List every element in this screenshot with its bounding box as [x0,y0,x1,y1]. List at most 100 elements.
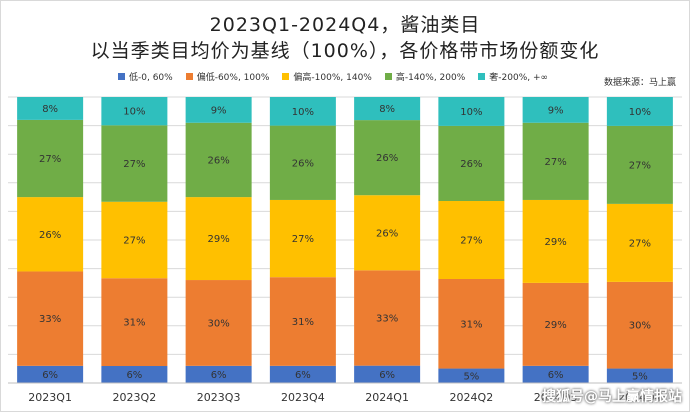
legend-item-luxury: 奢-200%, +∞ [478,70,548,83]
legend-label: 低-0, 60% [129,73,173,83]
data-label: 27% [629,160,651,171]
data-label: 27% [460,236,482,247]
data-label: 27% [545,157,567,168]
data-label: 27% [123,159,145,170]
x-tick-label: 2023Q3 [197,391,241,404]
bar-segment [522,122,589,200]
bar-segment [606,368,673,383]
legend-swatch [282,73,290,80]
bar-segment [438,97,505,126]
bar-segment [354,97,421,121]
data-label: 6% [548,370,564,381]
bar-segment [101,125,168,202]
data-label: 9% [548,105,564,116]
bar-segment [101,366,168,383]
bar-segment [269,125,336,200]
bar-segment [269,277,336,366]
legend-swatch [478,73,486,80]
bar-segment [522,282,589,366]
data-label: 26% [376,153,398,164]
legend-item-mid-high: 偏高-100%, 140% [282,70,372,83]
legend-swatch [384,73,392,80]
data-label: 26% [208,155,230,166]
data-label: 33% [376,314,398,325]
legend-swatch [185,73,193,80]
data-label: 6% [379,370,395,381]
data-label: 10% [629,107,651,118]
data-label: 30% [629,321,651,332]
bar-segment [269,365,336,383]
bar-segment [438,368,505,383]
bar-segment [522,365,589,383]
legend-item-high: 高-140%, 200% [384,70,466,83]
data-label: 10% [292,107,314,118]
bar-segment [606,281,673,369]
data-label: 5% [463,371,479,382]
bar-segment [185,365,252,383]
bar-segment [606,125,673,204]
legend-label: 高-140%, 200% [395,73,466,83]
data-label: 8% [379,104,395,115]
legend-label: 奢-200%, +∞ [489,73,549,83]
bar-segment [606,97,673,126]
data-label: 6% [211,370,227,381]
bar-segment [17,197,84,272]
data-label: 6% [295,370,311,381]
data-label: 33% [39,314,61,325]
x-tick-label: 2023Q1 [28,391,72,404]
bar-segment [438,125,505,201]
chart-subtitle: 以当季类目均价为基线（100%），各价格带市场份额变化 [90,40,600,62]
bar-segment [17,365,84,383]
x-tick-label: 2024Q2 [450,391,494,404]
data-label: 8% [42,104,58,115]
data-label: 31% [460,319,482,330]
bar-segment [185,280,252,366]
data-label: 26% [460,159,482,170]
chart-legend: 低-0, 60% 偏低-60%, 100% 偏高-100%, 140% 高-14… [118,70,548,83]
bar-segment [101,278,168,367]
bar-segment [185,97,252,123]
legend-label: 偏低-60%, 100% [196,73,270,83]
x-tick-label: 2023Q2 [113,391,157,404]
legend-item-low: 低-0, 60% [118,70,173,83]
legend-item-mid-low: 偏低-60%, 100% [185,70,270,83]
bar-segment [354,365,421,383]
data-label: 30% [208,318,230,329]
bar-segment [185,197,252,281]
data-label: 26% [292,158,314,169]
bar-segment [354,195,421,271]
data-label: 26% [39,230,61,241]
bar-segment [101,201,168,279]
watermark: 搜狐号@马上赢情报站 [542,389,682,405]
data-label: 5% [632,371,648,382]
bar-segment [17,119,84,198]
bar-segment [438,201,505,279]
x-tick-label: 2024Q1 [365,391,409,404]
data-label: 29% [545,320,567,331]
data-label: 6% [126,370,142,381]
data-label: 10% [123,107,145,118]
bar-segment [354,120,421,196]
data-label: 6% [42,370,58,381]
bar-segment [354,270,421,366]
bar-segment [101,97,168,126]
data-label: 27% [123,236,145,247]
x-tick-label: 2024Q4 [618,391,662,404]
data-label: 29% [208,234,230,245]
chart-title: 2023Q1-2024Q4，酱油类目 [209,14,481,36]
data-label: 31% [292,317,314,328]
legend-label: 偏高-100%, 140% [293,73,372,83]
data-label: 26% [376,228,398,239]
bar-segment [606,203,673,282]
bar-segment [269,97,336,126]
data-source-note: 数据来源：马上赢 [603,78,676,88]
data-label: 27% [39,154,61,165]
data-label: 27% [292,234,314,245]
bar-segment [522,199,589,283]
x-tick-label: 2024Q3 [534,391,578,404]
x-tick-label: 2023Q4 [281,391,325,404]
bar-segment [269,199,336,278]
data-label: 29% [545,237,567,248]
bar-segment [438,279,505,369]
